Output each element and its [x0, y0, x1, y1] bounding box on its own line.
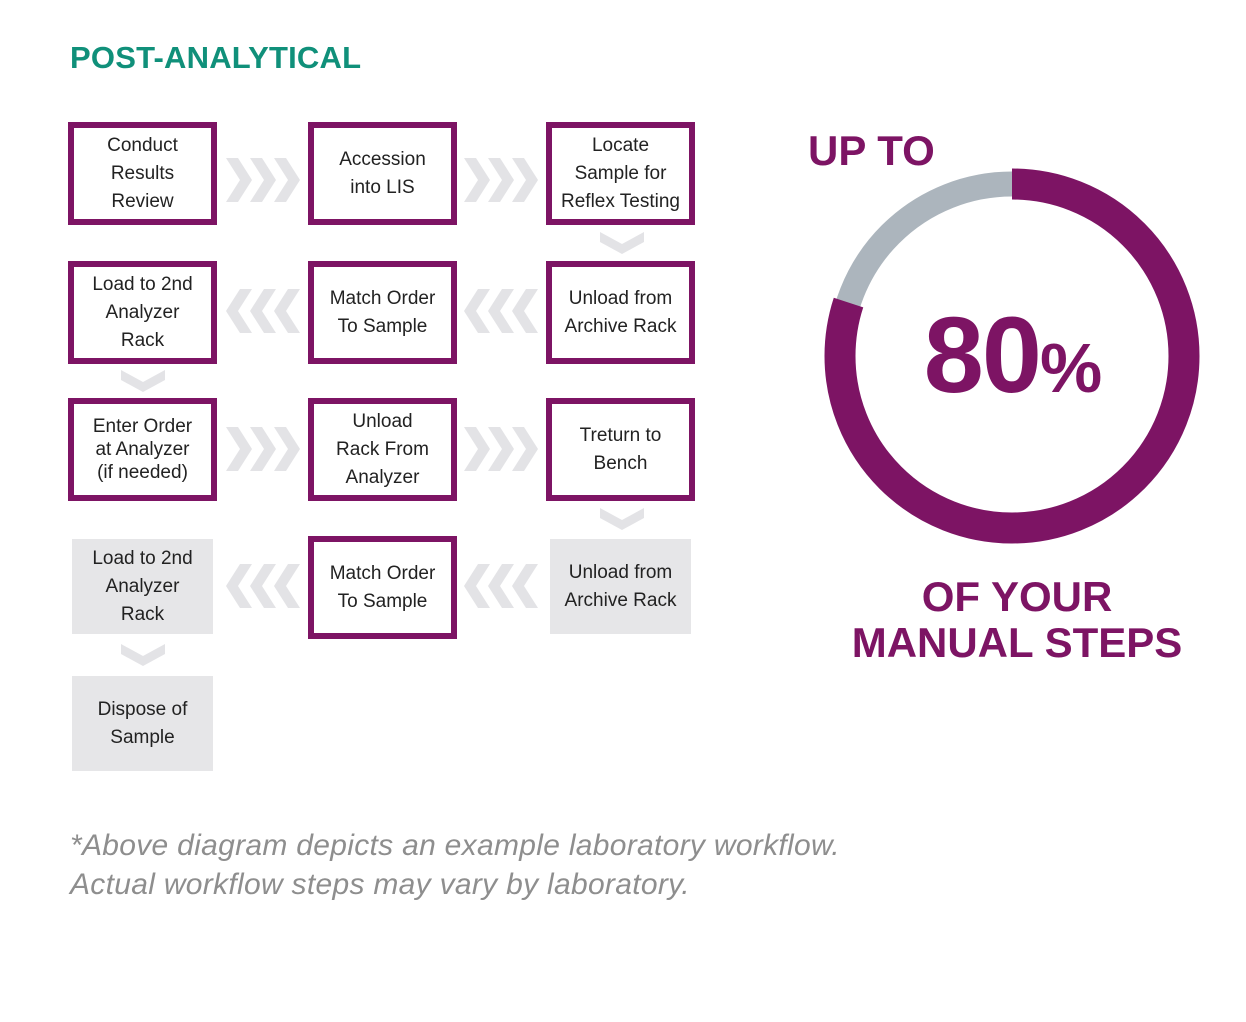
stat-unit: %: [1039, 329, 1103, 407]
step-unload-from-archive-rack: Unload from Archive Rack: [546, 261, 695, 364]
chevron-down-icon: [600, 232, 644, 254]
step-unload-from-archive-rack-2: Unload from Archive Rack: [550, 539, 691, 634]
step-match-order-to-sample-2: Match Order To Sample: [308, 536, 457, 639]
step-unload-rack-from-analyzer: Unload Rack From Analyzer: [308, 398, 457, 501]
chevrons-left-icon: [464, 289, 538, 333]
stat-suffix-line1: OF YOUR: [921, 573, 1113, 620]
chevron-down-icon: [121, 644, 165, 666]
stat-prefix: UP TO: [808, 127, 935, 174]
step-load-to-2nd-analyzer-rack-2: Load to 2nd Analyzer Rack: [72, 539, 213, 634]
chevrons-right-icon: [464, 158, 538, 202]
step-match-order-to-sample: Match Order To Sample: [308, 261, 457, 364]
chevrons-right-icon: [464, 427, 538, 471]
step-return-to-bench: Treturn to Bench: [546, 398, 695, 501]
step-locate-sample-reflex-testing: Locate Sample for Reflex Testing: [546, 122, 695, 225]
step-conduct-results-review: Conduct Results Review: [68, 122, 217, 225]
chevrons-left-icon: [226, 289, 300, 333]
step-enter-order-at-analyzer: Enter Order at Analyzer (if needed): [68, 398, 217, 501]
chevrons-left-icon: [464, 564, 538, 608]
chevron-down-icon: [600, 508, 644, 530]
chevron-down-icon: [121, 370, 165, 392]
section-title: POST-ANALYTICAL: [70, 40, 362, 75]
ring-fill: [824, 168, 1200, 544]
step-load-to-2nd-analyzer-rack: Load to 2nd Analyzer Rack: [68, 261, 217, 364]
step-dispose-of-sample: Dispose of Sample: [72, 676, 213, 771]
step-accession-into-lis: Accession into LIS: [308, 122, 457, 225]
stat-value: 80: [923, 294, 1042, 415]
chevrons-right-icon: [226, 427, 300, 471]
chevrons-right-icon: [226, 158, 300, 202]
stat-percentage: 80 %: [882, 300, 1144, 420]
footnote: *Above diagram depicts an example labora…: [70, 829, 840, 901]
chevrons-left-icon: [226, 564, 300, 608]
stat-suffix-line2: MANUAL STEPS: [851, 619, 1183, 666]
progress-ring: [824, 168, 1200, 544]
